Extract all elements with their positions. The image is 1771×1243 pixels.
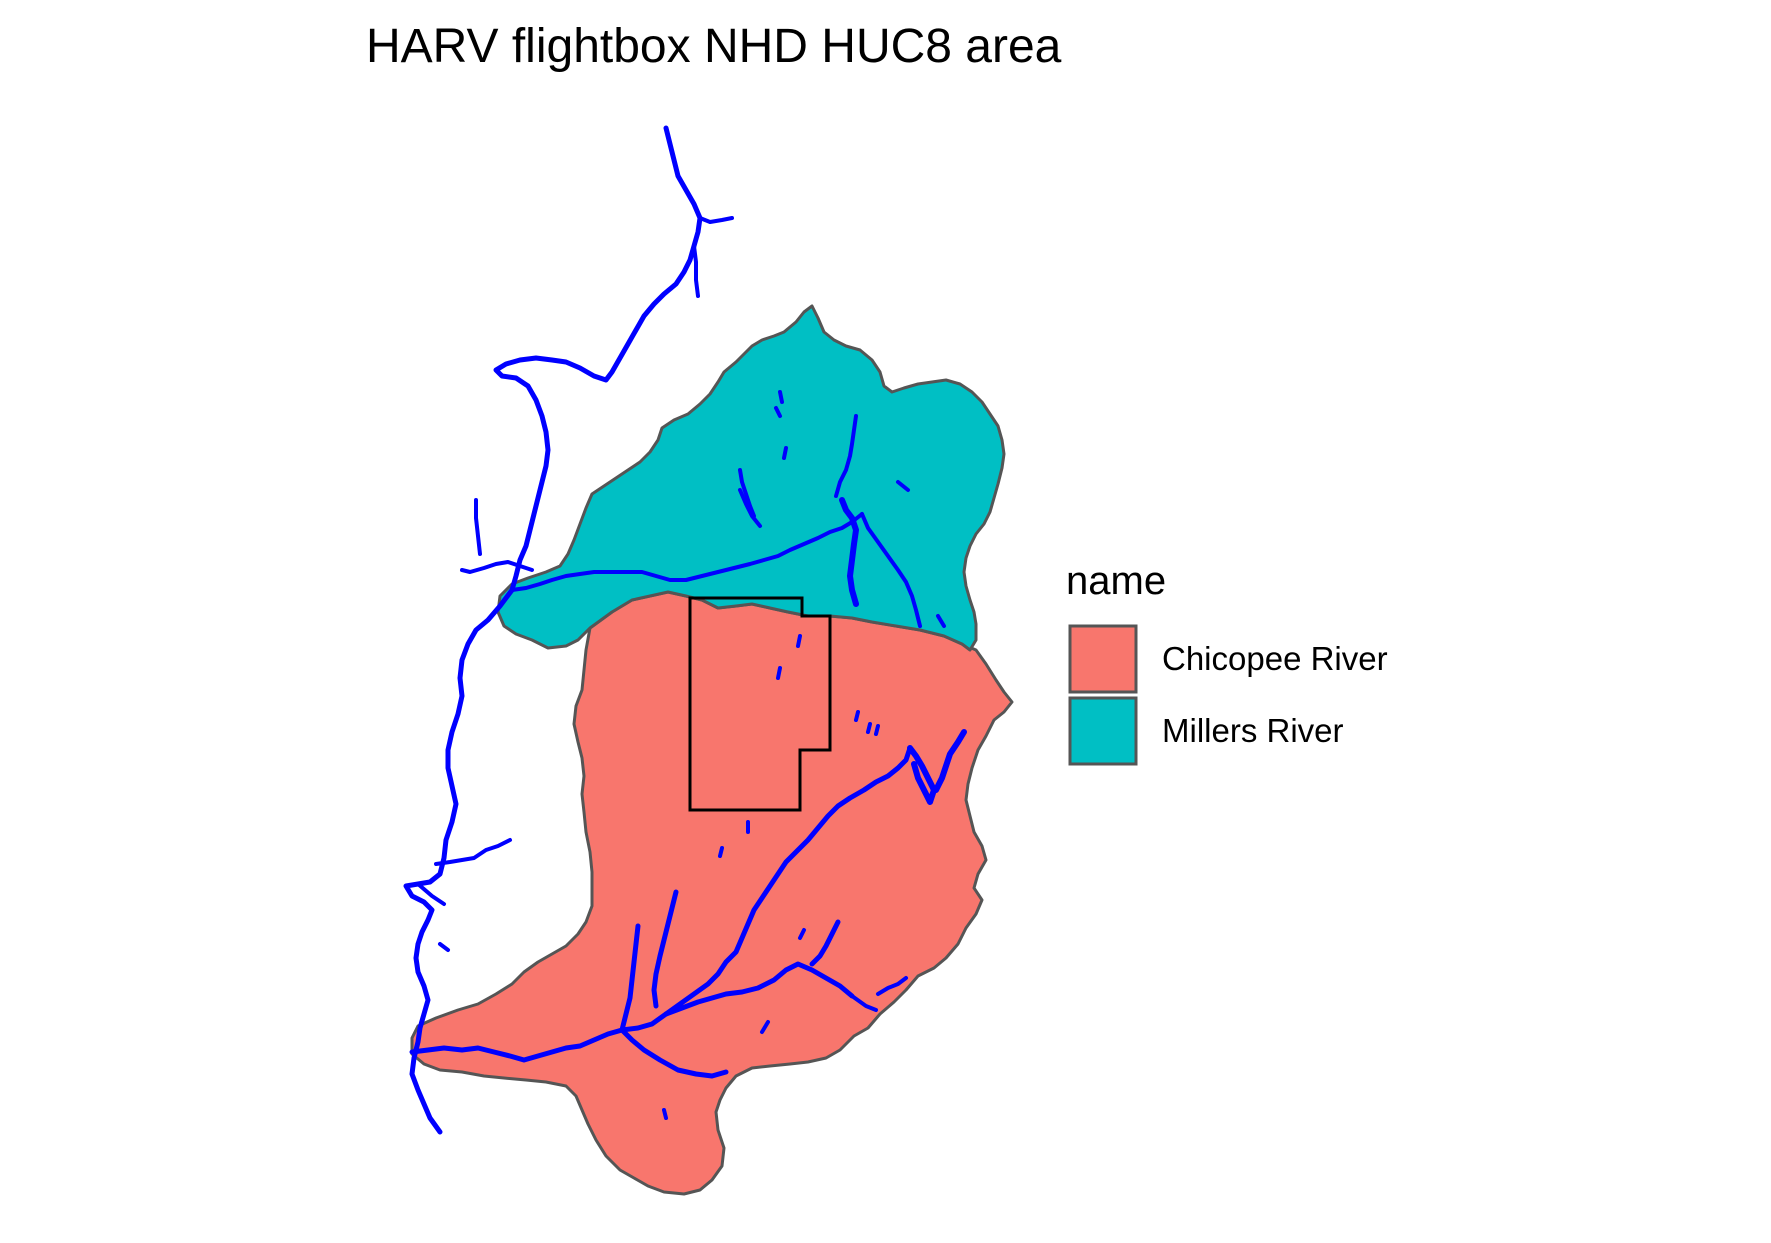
flowline-millers-segment-e bbox=[936, 614, 946, 628]
flowline-chicopee-reservoir bbox=[907, 729, 967, 805]
flowlines-layer bbox=[403, 125, 967, 1135]
flowline-millers-tributary-north-b bbox=[738, 468, 756, 518]
flowline-western-main bbox=[493, 125, 703, 593]
flightbox-outline bbox=[688, 596, 832, 812]
map-panel bbox=[403, 125, 1014, 1196]
legend: name Chicopee River Millers River bbox=[1066, 559, 1388, 766]
legend-key-chicopee-river bbox=[1068, 624, 1138, 694]
watershed-chicopee-river bbox=[410, 590, 1014, 1196]
flowline-western-main-upper-branch bbox=[692, 216, 734, 298]
flowline-millers-tributary-north-a bbox=[834, 414, 858, 498]
flowline-chicopee-southern-branch bbox=[619, 919, 855, 1079]
flowline-millers-tributary-north-c bbox=[738, 488, 762, 528]
map-title: HARV flightbox NHD HUC8 area bbox=[366, 20, 1062, 73]
flowline-millers-main bbox=[510, 512, 864, 592]
legend-key-millers-river bbox=[1068, 696, 1138, 766]
flowline-western-tributary-mid bbox=[434, 838, 512, 866]
legend-title: name bbox=[1066, 559, 1166, 603]
flowline-chicopee-upper-fragment bbox=[776, 634, 880, 736]
flowline-millers-lake bbox=[839, 497, 859, 607]
flowline-western-tributary-north bbox=[460, 498, 534, 574]
flowline-millers-segment-b bbox=[782, 446, 788, 460]
flowline-millers-segment-d bbox=[896, 480, 910, 492]
flowline-chicopee-western-branch bbox=[619, 889, 679, 1033]
flowline-millers-tributary-east bbox=[860, 512, 922, 628]
flowline-western-tributary-south bbox=[416, 882, 450, 952]
flowline-chicopee-tributary-south bbox=[662, 710, 872, 1120]
legend-label-chicopee-river: Chicopee River bbox=[1162, 640, 1388, 677]
flowline-chicopee-main bbox=[409, 745, 913, 1063]
flowline-millers-segment-c bbox=[774, 406, 782, 418]
flowline-western-southbound bbox=[403, 587, 515, 1135]
flowline-chicopee-tributary-east bbox=[850, 976, 908, 1012]
watershed-millers-river bbox=[496, 304, 1006, 652]
legend-label-millers-river: Millers River bbox=[1162, 712, 1344, 749]
flowline-millers-segment-a bbox=[778, 390, 784, 404]
